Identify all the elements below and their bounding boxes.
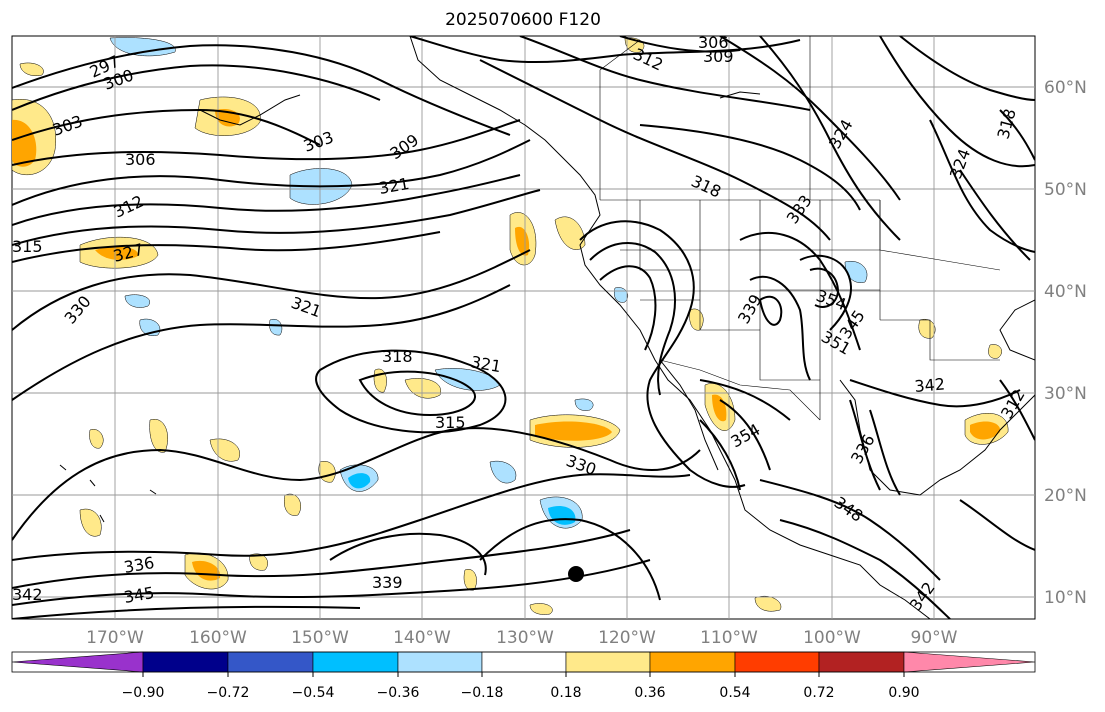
marker-dot: [568, 566, 584, 582]
colorbar-tick-label: 0.54: [719, 685, 750, 701]
lon-label: 160°W: [189, 628, 247, 648]
colorbar-swatch: [481, 651, 567, 673]
contour-label: 306: [125, 150, 156, 169]
map-frame: [11, 35, 1036, 620]
contour-label: 318: [382, 347, 413, 366]
longitude-labels: 170°W 160°W 150°W 140°W 130°W 120°W 110°…: [86, 628, 958, 648]
map-panel: 297 300 303 303 306 309 309 312 312 315 …: [11, 33, 1036, 620]
colorbar-swatch: [903, 651, 1036, 673]
colorbar-tick-label: 0.36: [634, 685, 665, 701]
political-borders: [599, 36, 1001, 421]
latitude-labels: 60°N 50°N 40°N 30°N 20°N 10°N: [1044, 78, 1087, 608]
lon-label: 90°W: [911, 628, 958, 648]
contour-label: 309: [703, 47, 734, 66]
lat-label: 50°N: [1044, 180, 1087, 200]
colorbar-swatch: [397, 651, 483, 673]
lat-label: 20°N: [1044, 486, 1087, 506]
lat-label: 60°N: [1044, 78, 1087, 98]
lon-label: 100°W: [803, 628, 861, 648]
contour-label: 342: [914, 374, 946, 396]
colorbar-swatch: [312, 651, 399, 673]
lon-label: 120°W: [598, 628, 656, 648]
colorbar-swatch: [649, 651, 736, 673]
lat-label: 40°N: [1044, 282, 1087, 302]
colorbar-tick-label: −0.72: [207, 685, 250, 701]
lon-label: 140°W: [393, 628, 451, 648]
graticule: [12, 36, 1035, 619]
contour-label: 342: [12, 585, 43, 604]
lat-label: 30°N: [1044, 384, 1087, 404]
colorbar-swatch: [565, 651, 651, 673]
colorbar-swatch: [227, 651, 314, 673]
colorbar-tick-label: −0.54: [292, 685, 335, 701]
colorbar-swatch: [818, 651, 905, 673]
colorbar-tick-label: −0.18: [461, 685, 504, 701]
colorbar-tick-label: −0.90: [122, 685, 165, 701]
colorbar-tick-label: 0.18: [550, 685, 581, 701]
height-contours: [12, 36, 1035, 619]
lon-label: 170°W: [86, 628, 144, 648]
colorbar-outline: [11, 651, 1036, 673]
map-title: 2025070600 F120: [445, 10, 601, 30]
contour-label: 315: [12, 237, 43, 256]
lon-label: 130°W: [496, 628, 554, 648]
lat-label: 10°N: [1044, 588, 1087, 608]
colorbar-tick-label: −0.36: [377, 685, 420, 701]
contour-label: 315: [435, 413, 466, 432]
colorbar-swatch: [142, 651, 229, 673]
colorbar-tick-label: 0.90: [888, 685, 919, 701]
colorbar: −0.90 −0.72 −0.54 −0.36 −0.18 0.18 0.36 …: [11, 651, 1036, 701]
lon-label: 110°W: [700, 628, 758, 648]
contour-label: 306: [698, 33, 729, 52]
colorbar-tick-label: 0.72: [803, 685, 834, 701]
colorbar-swatch: [11, 651, 144, 673]
contour-label: 339: [372, 573, 403, 592]
lon-label: 150°W: [291, 628, 349, 648]
coastlines: [59, 36, 1035, 619]
colorbar-swatch: [734, 651, 820, 673]
